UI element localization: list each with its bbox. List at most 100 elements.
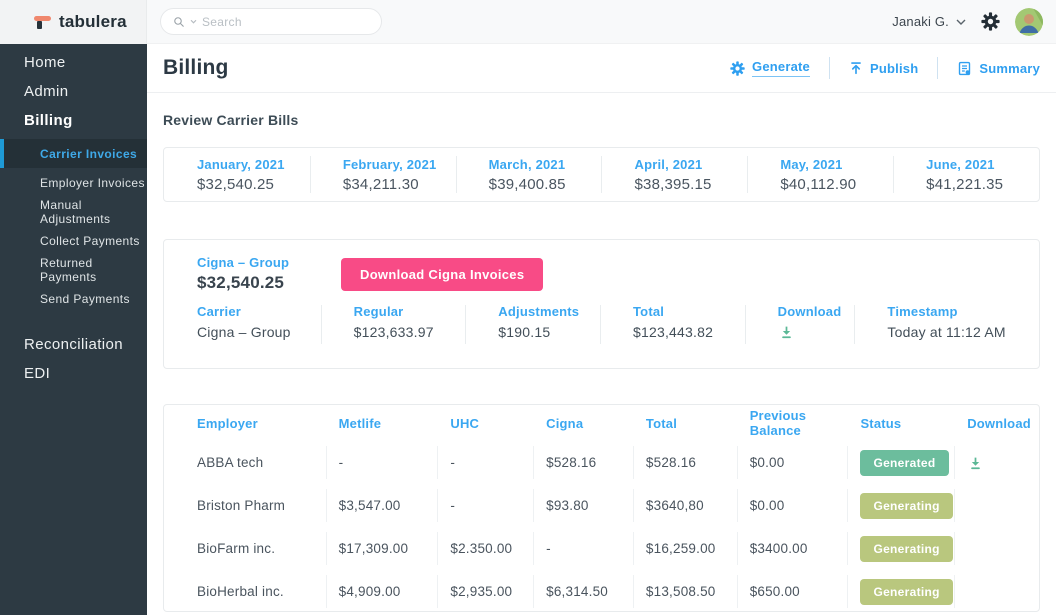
month-amount: $40,112.90 <box>780 176 857 193</box>
table-row: BioHerbal inc. $4,909.00 $2,935.00 $6,31… <box>164 570 1039 613</box>
month-card-june[interactable]: June, 2021 $41,221.35 <box>893 148 1039 201</box>
cell-uhc: - <box>437 484 533 527</box>
chevron-down-icon <box>956 19 966 25</box>
sidebar-nav: Home Admin Billing Carrier Invoices Empl… <box>0 44 147 388</box>
cell-previous-balance: $0.00 <box>736 484 848 527</box>
download-cigna-invoices-button[interactable]: Download Cigna Invoices <box>341 257 544 291</box>
cell-cigna: - <box>533 527 633 570</box>
cell-employer: BioHerbal inc. <box>197 584 284 599</box>
carrier-detail-panel: Cigna – Group $32,540.25 Download Cigna … <box>163 239 1040 369</box>
cell-previous-balance: $650.00 <box>736 570 848 613</box>
search-input[interactable] <box>202 14 369 29</box>
table-row: ABBA tech - - $528.16 $528.16 $0.00 Gene… <box>164 441 1039 484</box>
stat-label: Adjustments <box>498 304 580 319</box>
carrier-stats-row: Carrier Cigna – Group Regular $123,633.9… <box>164 304 1039 345</box>
month-amount: $38,395.15 <box>634 176 712 193</box>
cell-employer: BioFarm inc. <box>197 541 276 556</box>
carrier-name: Cigna – Group <box>197 255 290 270</box>
generate-button[interactable]: Generate <box>730 59 810 77</box>
tabulera-logo-icon <box>34 14 51 30</box>
stat-value: Today at 11:12 AM <box>887 324 1006 340</box>
cell-download <box>954 570 1039 613</box>
sidebar-item-collect-payments[interactable]: Collect Payments <box>40 233 140 248</box>
sidebar-item-billing[interactable]: Billing <box>24 112 73 129</box>
cell-download <box>954 441 1039 484</box>
cell-uhc: $2.350.00 <box>437 527 533 570</box>
cell-total: $3640,80 <box>632 484 737 527</box>
search-box[interactable] <box>160 8 382 35</box>
sidebar-item-reconciliation[interactable]: Reconciliation <box>24 336 123 353</box>
sidebar-item-employer-invoices[interactable]: Employer Invoices <box>40 175 145 190</box>
column-header-cigna: Cigna <box>546 415 584 431</box>
stat-label: Download <box>777 304 842 319</box>
stat-carrier: Carrier Cigna – Group <box>164 304 321 345</box>
cell-cigna: $528.16 <box>533 441 633 484</box>
section-title: Review Carrier Bills <box>163 112 299 128</box>
page-title: Billing <box>163 56 229 79</box>
stat-label: Carrier <box>197 304 242 319</box>
month-card-january[interactable]: January, 2021 $32,540.25 <box>164 148 310 201</box>
sidebar: tabulera Home Admin Billing Carrier Invo… <box>0 0 147 615</box>
user-avatar[interactable] <box>1015 7 1043 36</box>
summary-button[interactable]: Summary <box>957 61 1040 76</box>
generate-gear-icon <box>730 60 745 76</box>
stat-label: Regular <box>353 304 404 319</box>
sidebar-item-carrier-invoices[interactable]: Carrier Invoices <box>0 139 147 168</box>
column-header-download: Download <box>967 415 1031 431</box>
month-amount: $34,211.30 <box>342 176 419 193</box>
month-card-april[interactable]: April, 2021 $38,395.15 <box>601 148 747 201</box>
generate-label: Generate <box>752 59 810 77</box>
sidebar-item-home[interactable]: Home <box>24 54 66 71</box>
column-header-previous-balance: Previous Balance <box>749 408 807 438</box>
cell-status: Generating <box>847 484 954 527</box>
month-amount: $41,221.35 <box>926 176 1004 193</box>
publish-upload-icon <box>851 62 861 75</box>
logo-text: tabulera <box>59 12 127 31</box>
sidebar-item-send-payments[interactable]: Send Payments <box>40 291 130 306</box>
cell-previous-balance: $0.00 <box>736 441 848 484</box>
cell-download <box>954 484 1039 527</box>
sidebar-item-manual-adjustments[interactable]: Manual Adjustments <box>40 197 111 226</box>
topbar: Janaki G. <box>147 0 1056 44</box>
column-header-status: Status <box>860 415 902 431</box>
month-label: April, 2021 <box>634 157 703 172</box>
sidebar-item-admin[interactable]: Admin <box>24 83 69 100</box>
status-badge: Generating <box>860 578 953 605</box>
stat-total: Total $123,443.82 <box>600 304 745 345</box>
month-label: February, 2021 <box>342 157 437 172</box>
sidebar-item-returned-payments[interactable]: Returned Payments <box>40 255 97 284</box>
cell-total: $528.16 <box>632 441 737 484</box>
stat-download: Download <box>744 304 855 345</box>
publish-button[interactable]: Publish <box>849 61 918 76</box>
month-card-may[interactable]: May, 2021 $40,112.90 <box>747 148 893 201</box>
cell-metlife: $4,909.00 <box>325 570 438 613</box>
column-header-metlife: Metlife <box>338 415 382 431</box>
month-amount: $32,540.25 <box>197 176 275 193</box>
nav-spacer <box>0 313 147 330</box>
month-card-march[interactable]: March, 2021 $39,400.85 <box>455 148 602 201</box>
column-header-uhc: UHC <box>450 415 480 431</box>
user-menu[interactable]: Janaki G. <box>892 14 966 29</box>
topbar-right: Janaki G. <box>892 7 1043 36</box>
search-icon <box>174 16 184 27</box>
app-logo[interactable]: tabulera <box>0 0 147 44</box>
cell-cigna: $6,314.50 <box>533 570 633 613</box>
stat-label: Total <box>633 304 665 319</box>
settings-gear-icon[interactable] <box>981 12 1000 31</box>
status-badge: Generating <box>860 492 953 519</box>
user-name: Janaki G. <box>892 14 949 29</box>
sidebar-item-edi[interactable]: EDI <box>24 365 51 382</box>
cell-status: Generated <box>847 441 954 484</box>
stat-value: $190.15 <box>498 324 551 340</box>
cell-previous-balance: $3400.00 <box>736 527 848 570</box>
carrier-download-icon[interactable] <box>778 324 795 340</box>
cell-total: $16,259.00 <box>632 527 737 570</box>
cell-metlife: $17,309.00 <box>325 527 438 570</box>
row-download-icon[interactable] <box>967 455 984 471</box>
stat-label: Timestamp <box>887 304 958 319</box>
cell-uhc: $2,935.00 <box>437 570 533 613</box>
status-badge: Generated <box>860 449 949 476</box>
cell-employer: Briston Pharm <box>197 498 286 513</box>
month-card-february[interactable]: February, 2021 $34,211.30 <box>309 148 456 201</box>
